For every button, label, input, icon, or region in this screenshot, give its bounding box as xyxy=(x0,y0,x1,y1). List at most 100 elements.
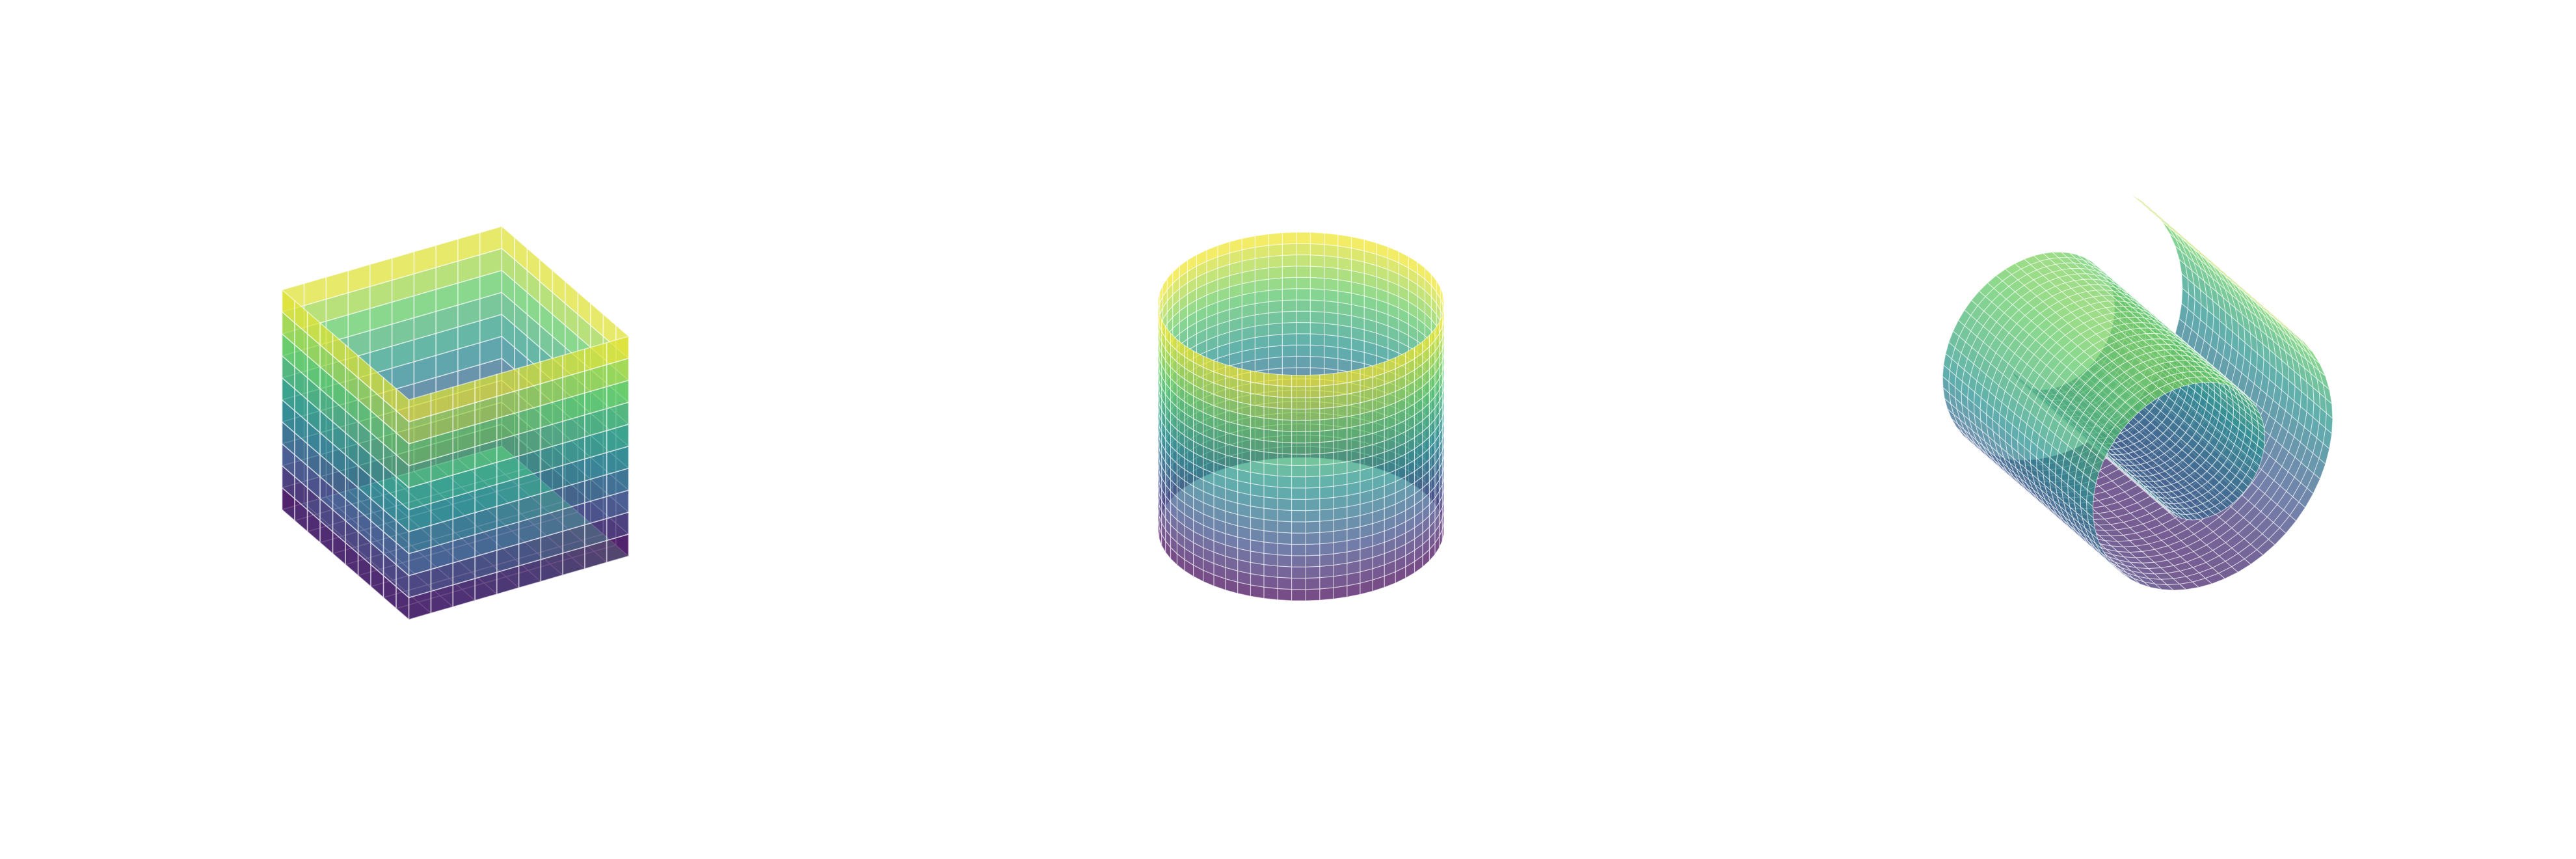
cylinder-facet xyxy=(1263,552,1278,567)
cylinder-facet xyxy=(1268,322,1283,336)
cylinder-facet xyxy=(1263,496,1278,510)
cylinder-facet xyxy=(1281,266,1297,279)
cylinder-facet xyxy=(1309,333,1325,347)
cylinder-facet xyxy=(1291,498,1306,511)
cylinder-facet xyxy=(1277,385,1293,398)
cylinder-facet xyxy=(1319,485,1334,500)
cylinder-facet xyxy=(1263,372,1278,387)
cylinder-facet xyxy=(1281,288,1297,301)
cylinder-facet xyxy=(1305,543,1321,556)
cylinder-facet xyxy=(1337,234,1352,249)
cylinder-facet xyxy=(1291,555,1306,567)
cylinder-facet xyxy=(1319,497,1334,511)
cylinder-facet xyxy=(1319,576,1334,590)
cylinder-facet xyxy=(1296,355,1311,368)
cylinder-facet xyxy=(1296,254,1311,267)
cylinder-facet xyxy=(1277,464,1293,478)
cylinder-facet xyxy=(1319,407,1334,420)
cylinder-facet xyxy=(1305,408,1321,421)
cylinder-facet xyxy=(1309,254,1325,267)
cylinder-facet xyxy=(1291,408,1306,421)
cylinder-facet xyxy=(1263,586,1278,601)
cylinder-facet xyxy=(1263,395,1278,409)
cylinder-facet xyxy=(1277,441,1293,455)
cylinder-facet xyxy=(1309,277,1325,290)
cylinder-facet xyxy=(1305,453,1321,466)
cylinder-facet xyxy=(1277,543,1293,556)
cylinder-facet xyxy=(1268,266,1283,280)
cylinder-facet xyxy=(1268,232,1283,246)
cylinder-facet xyxy=(1296,288,1311,301)
cylinder-facet xyxy=(1263,485,1278,499)
cylinder-facet xyxy=(1305,521,1321,534)
cylinder-facet xyxy=(1309,344,1325,358)
cylinder-facet xyxy=(1268,356,1283,370)
cylinder-facet xyxy=(1319,418,1334,432)
cylinder-facet xyxy=(1263,451,1278,465)
cylinder-facet xyxy=(1263,575,1278,590)
cylinder-facet xyxy=(1347,368,1361,384)
cylinder-facet xyxy=(1291,420,1306,432)
cylinder-facet xyxy=(1263,474,1278,488)
cylinder-facet xyxy=(1291,510,1306,523)
cylinder-facet xyxy=(1291,577,1306,590)
cylinder-facet xyxy=(1305,464,1321,478)
cylinder-facet xyxy=(1277,430,1293,444)
cylinder-facet xyxy=(1296,266,1311,278)
cylinder-facet xyxy=(1319,395,1334,409)
cylinder-facet xyxy=(1281,243,1297,256)
spiral-scroll-surface xyxy=(1942,194,2333,591)
cylinder-facet xyxy=(1305,442,1321,455)
cylinder-facet xyxy=(1309,321,1325,335)
cylinder-facet xyxy=(1319,373,1334,387)
cylinder-facet xyxy=(1296,321,1311,334)
cylinder-facet xyxy=(1319,530,1334,545)
cylinder-facet xyxy=(1291,454,1306,466)
cylinder-facet xyxy=(1324,334,1339,348)
box-facet xyxy=(408,392,432,423)
cylinder-facet xyxy=(1268,254,1283,269)
cylinder-facet xyxy=(1281,333,1297,346)
cylinder-facet xyxy=(1291,487,1306,500)
cylinder-facet xyxy=(1319,384,1334,398)
cylinder-facet xyxy=(1305,430,1321,444)
cylinder-facet xyxy=(1281,310,1297,323)
cylinder-facet xyxy=(1324,357,1339,371)
cylinder-facet xyxy=(1324,266,1339,280)
cylinder-facet xyxy=(1277,486,1293,500)
cylinder-facet xyxy=(1281,321,1297,335)
cylinder-facet xyxy=(1305,532,1321,545)
cylinder-facet xyxy=(1319,587,1334,601)
cylinder-facet xyxy=(1296,232,1311,245)
cylinder-facet xyxy=(1277,520,1293,534)
cylinder-facet xyxy=(1254,234,1269,248)
cylinder-facet xyxy=(1319,452,1334,466)
cylinder-facet xyxy=(1350,236,1365,252)
cylinder-facet xyxy=(1291,543,1306,556)
cylinder-facet xyxy=(1268,288,1283,303)
cylinder-facet xyxy=(1291,442,1306,455)
cylinder-facet xyxy=(1291,521,1306,534)
cylinder-facet xyxy=(1291,566,1306,579)
cylinder-facet xyxy=(1250,370,1265,385)
cylinder-facet xyxy=(1309,288,1325,301)
cylinder-facet xyxy=(1309,243,1325,256)
cylinder-facet xyxy=(1319,564,1334,579)
cylinder-facet xyxy=(1309,232,1325,245)
cylinder-facet xyxy=(1263,564,1278,578)
cylinder-facet xyxy=(1324,323,1339,337)
cylinder-facet xyxy=(1268,333,1283,348)
cylinder-facet xyxy=(1291,374,1306,387)
cylinder-facet xyxy=(1305,419,1321,432)
cylinder-facet xyxy=(1296,344,1311,357)
cylinder-facet xyxy=(1296,243,1311,256)
cylinder-facet xyxy=(1263,519,1278,533)
cylinder-facet xyxy=(1291,465,1306,478)
cylinder-facet xyxy=(1305,487,1321,500)
cylinder-facet xyxy=(1319,553,1334,567)
cylinder-facet xyxy=(1268,243,1283,257)
cylinder-facet xyxy=(1263,428,1278,443)
scroll-facet xyxy=(2275,319,2294,333)
cylinder-facet xyxy=(1241,235,1255,251)
